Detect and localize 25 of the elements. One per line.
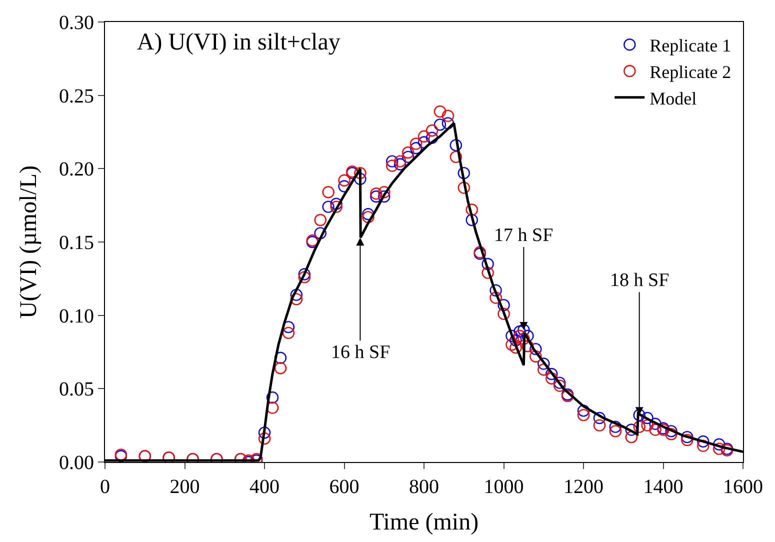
chart-title: A) U(VI) in silt+clay [136, 29, 340, 56]
y-tick-label: 0.15 [59, 232, 94, 254]
annotation: 17 h SF [494, 225, 554, 246]
x-axis-title: Time (min) [369, 509, 479, 536]
x-tick-label: 1200 [564, 476, 604, 498]
y-axis-title: U(VI) (µmol/L) [16, 165, 42, 319]
x-tick-label: 600 [329, 476, 360, 498]
x-tick-label: 200 [170, 476, 200, 498]
legend-label: Model [650, 88, 697, 108]
legend-label: Replicate 1 [650, 36, 732, 56]
legend-label: Replicate 2 [650, 62, 732, 82]
y-tick-label: 0.00 [59, 452, 94, 474]
annotation: 16 h SF [331, 342, 390, 363]
y-tick-label: 0.20 [59, 158, 94, 181]
y-tick-label: 0.05 [59, 378, 94, 401]
y-tick-label: 0.10 [59, 305, 94, 328]
x-tick-label: 400 [250, 476, 280, 498]
x-tick-label: 1600 [723, 476, 763, 498]
x-tick-label: 1400 [643, 476, 684, 498]
y-tick-label: 0.25 [59, 85, 94, 108]
x-tick-label: 0 [100, 476, 110, 498]
x-tick-label: 800 [409, 476, 439, 498]
x-tick-label: 1000 [484, 476, 524, 498]
y-tick-label: 0.30 [59, 12, 94, 34]
annotation: 18 h SF [610, 270, 670, 291]
